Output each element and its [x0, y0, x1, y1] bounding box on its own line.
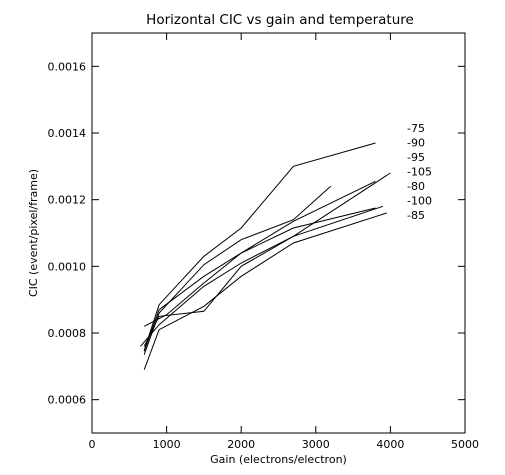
legend-entry: -75: [407, 122, 425, 135]
x-tick-label: 3000: [302, 438, 330, 451]
x-axis: 0 1000 2000 3000 4000 5000: [89, 33, 479, 451]
series-line-3: [143, 207, 376, 327]
legend-entry: -100: [407, 195, 432, 208]
y-tick-label: 0.0010: [48, 260, 87, 273]
y-tick-label: 0.0008: [48, 327, 87, 340]
x-tick-label: 1000: [153, 438, 181, 451]
x-tick-label: 4000: [376, 438, 404, 451]
chart-title: Horizontal CIC vs gain and temperature: [146, 12, 414, 28]
series-line-2: [143, 180, 376, 352]
y-tick-label: 0.0012: [48, 194, 87, 207]
legend-entry: -80: [407, 180, 425, 193]
y-tick-label: 0.0006: [48, 394, 87, 407]
series-lines: [140, 142, 391, 370]
legend: -75 -90-95 -105-80 -100-85: [407, 122, 432, 222]
legend-entry: -95: [407, 151, 425, 164]
series-line-0: [143, 142, 376, 351]
plot-frame: [91, 32, 466, 434]
y-tick-label: 0.0014: [48, 127, 87, 140]
y-tick-label: 0.0016: [48, 60, 87, 73]
legend-entry: -90: [407, 137, 425, 150]
y-axis-title: CIC (event/pixel/frame): [27, 169, 40, 297]
x-tick-label: 5000: [451, 438, 479, 451]
series-line-4: [143, 205, 384, 347]
x-tick-label: 0: [89, 438, 96, 451]
series-line-5: [140, 172, 391, 347]
x-tick-label: 2000: [227, 438, 255, 451]
x-axis-title: Gain (electrons/electron): [210, 453, 347, 466]
series-line-6: [143, 212, 387, 370]
y-axis: 0.0006 0.0008 0.0010 0.0012 0.0014 0.0016: [48, 60, 465, 407]
legend-entry: -85: [407, 209, 425, 222]
legend-entry: -105: [407, 166, 432, 179]
